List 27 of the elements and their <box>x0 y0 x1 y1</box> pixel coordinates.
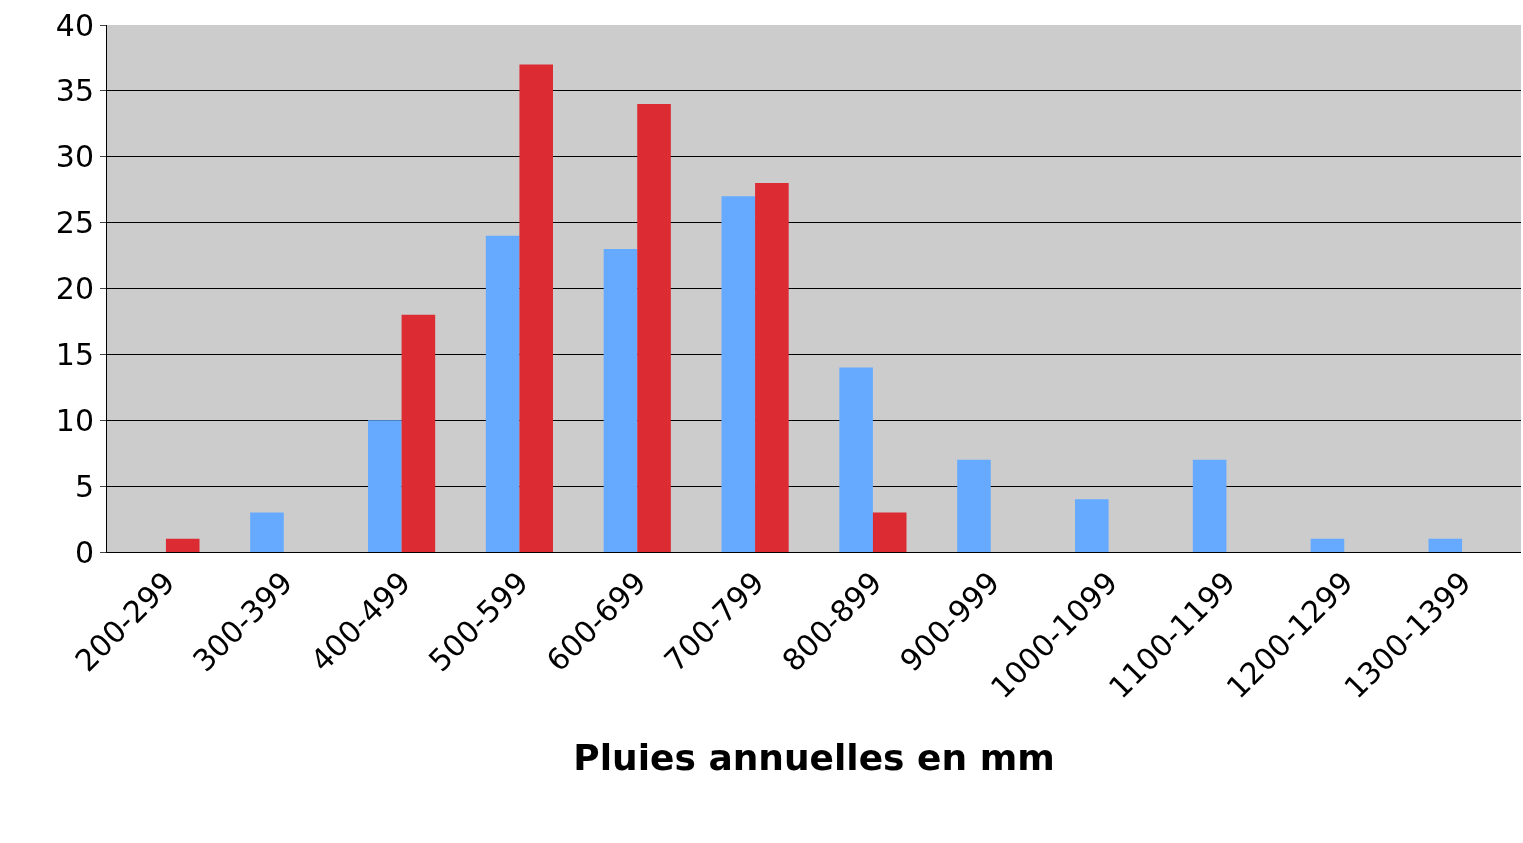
bar <box>401 314 436 552</box>
bar <box>250 512 284 552</box>
y-tick-label: 40 <box>55 7 94 43</box>
x-axis-title: Pluies annuelles en mm <box>573 736 1055 778</box>
bar <box>519 64 553 552</box>
y-tick-label: 5 <box>74 468 94 504</box>
y-tick-label: 35 <box>55 73 94 109</box>
bar <box>957 459 991 552</box>
bar <box>1192 459 1227 552</box>
bar <box>165 538 200 552</box>
y-tick-label: 20 <box>55 271 94 306</box>
bar <box>603 248 638 552</box>
bar <box>755 183 789 552</box>
y-tick-label: 30 <box>55 139 94 175</box>
y-tick-label: 10 <box>55 402 94 438</box>
bar <box>485 235 520 552</box>
bar <box>1310 538 1345 552</box>
y-tick-label: 25 <box>55 205 94 241</box>
bar <box>721 196 756 552</box>
y-tick-label: 15 <box>55 336 94 372</box>
bar <box>1428 538 1463 552</box>
bar <box>839 367 873 552</box>
y-tick-label: 0 <box>74 534 94 570</box>
bar <box>368 420 402 552</box>
bar <box>1075 499 1109 552</box>
bar <box>872 512 907 552</box>
bar <box>637 104 671 552</box>
